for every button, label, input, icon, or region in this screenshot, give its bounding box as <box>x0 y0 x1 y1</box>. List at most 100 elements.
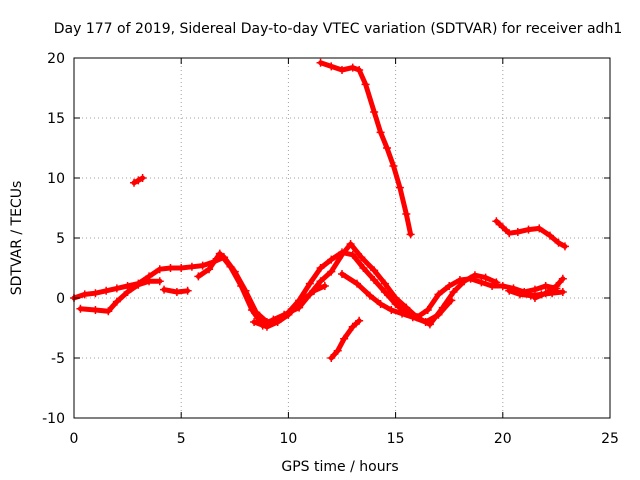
data-point <box>402 303 411 312</box>
data-point <box>560 242 569 251</box>
data-point <box>447 296 456 305</box>
data-point <box>305 279 314 288</box>
data-point <box>359 264 368 272</box>
data-point <box>449 288 458 296</box>
data-point <box>155 265 164 274</box>
data-point <box>215 249 224 258</box>
x-tick-label: 0 <box>70 431 79 447</box>
data-point <box>460 277 469 286</box>
y-tick-label: 15 <box>47 111 65 127</box>
data-point <box>370 276 379 284</box>
data-point <box>541 289 550 298</box>
y-tick-label: 5 <box>56 231 65 247</box>
data-point <box>138 174 147 182</box>
data-point <box>327 267 336 276</box>
data-point <box>327 255 336 264</box>
data-point <box>492 217 501 226</box>
data-point <box>130 178 139 187</box>
data-point <box>370 266 379 275</box>
data-point <box>492 278 501 287</box>
data-point <box>284 310 293 319</box>
y-tick-label: 10 <box>47 171 65 187</box>
data-point <box>383 144 392 152</box>
data-point <box>558 274 567 283</box>
data-point <box>346 240 355 248</box>
data-point <box>250 318 259 326</box>
data-point <box>247 306 256 314</box>
data-point <box>515 290 524 299</box>
x-axis-label: GPS time / hours <box>281 459 398 475</box>
data-point <box>145 277 154 286</box>
data-point <box>310 286 319 295</box>
data-point <box>524 225 533 234</box>
data-point <box>80 290 89 299</box>
grid-lines <box>74 58 610 418</box>
data-point <box>348 63 357 72</box>
data-point <box>488 282 497 290</box>
data-point <box>445 282 454 290</box>
data-point <box>470 271 479 280</box>
data-point <box>365 291 374 300</box>
y-axis-label: SDTVAR / TECUs <box>9 181 25 296</box>
data-point <box>380 279 389 288</box>
data-point <box>498 223 507 232</box>
data-point <box>226 262 235 271</box>
series-track-6 <box>339 271 454 325</box>
chart-title: Day 177 of 2019, Sidereal Day-to-day VTE… <box>54 21 622 37</box>
y-tick-label: -5 <box>51 351 65 367</box>
data-point <box>505 229 514 238</box>
data-point <box>357 253 366 262</box>
data-point <box>355 66 364 74</box>
data-point <box>316 277 325 286</box>
data-point <box>389 162 398 170</box>
data-point <box>370 108 379 116</box>
data-point <box>104 307 113 316</box>
data-point <box>434 290 443 299</box>
data-point <box>530 285 539 294</box>
data-point <box>387 306 396 314</box>
data-point <box>155 277 164 286</box>
data-point <box>316 264 325 272</box>
x-tick-label: 10 <box>279 431 297 447</box>
series-track-8 <box>532 276 566 301</box>
data-point <box>237 282 246 290</box>
data-point <box>160 285 169 294</box>
data-point <box>355 316 364 325</box>
data-point <box>391 294 400 302</box>
data-point <box>545 231 554 240</box>
data-point <box>91 306 100 314</box>
data-point <box>172 288 181 296</box>
data-point <box>348 322 357 331</box>
x-tick-label: 15 <box>387 431 405 447</box>
data-point <box>505 286 514 295</box>
data-point <box>541 282 550 290</box>
data-point <box>558 288 567 296</box>
data-point <box>338 250 346 259</box>
series-track-1 <box>71 249 559 325</box>
data-point <box>398 309 407 318</box>
data-point <box>530 294 539 302</box>
y-tick-label: 20 <box>47 51 65 67</box>
data-point <box>134 280 143 289</box>
data-point <box>348 250 357 259</box>
data-point <box>134 176 143 185</box>
data-point <box>526 291 535 300</box>
data-point <box>423 306 432 314</box>
data-point <box>316 58 325 67</box>
data-point <box>198 261 207 270</box>
data-point <box>76 304 85 313</box>
data-point <box>376 128 385 137</box>
y-tick-label: 0 <box>56 291 65 307</box>
data-point <box>395 183 404 192</box>
data-point <box>421 318 430 326</box>
data-point <box>327 354 336 362</box>
data-point <box>402 210 411 218</box>
data-point <box>166 264 175 272</box>
data-point <box>338 66 346 74</box>
data-point <box>406 230 415 239</box>
x-tick-label: 25 <box>601 431 619 447</box>
data-point <box>498 282 507 290</box>
data-point <box>361 80 370 89</box>
data-point <box>177 264 186 272</box>
data-point <box>477 278 486 287</box>
